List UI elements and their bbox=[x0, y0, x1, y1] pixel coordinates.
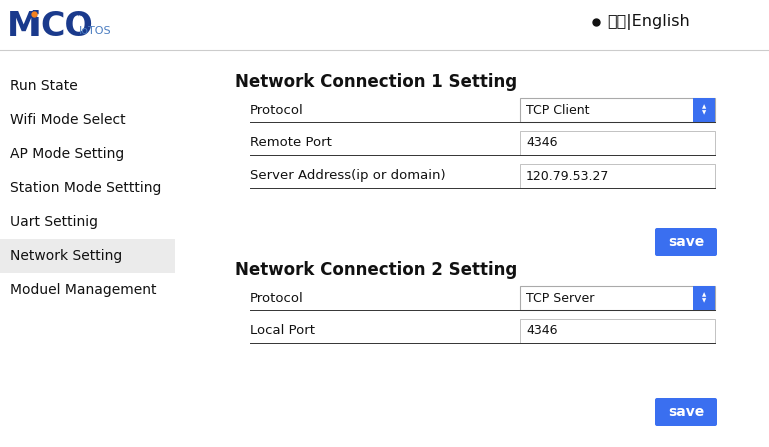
Text: TCP Client: TCP Client bbox=[526, 104, 590, 117]
FancyBboxPatch shape bbox=[655, 398, 717, 426]
Text: save: save bbox=[667, 405, 704, 419]
Text: CO: CO bbox=[40, 9, 93, 42]
Text: Station Mode Settting: Station Mode Settting bbox=[10, 181, 161, 195]
Text: Network Setting: Network Setting bbox=[10, 249, 122, 263]
Text: ™: ™ bbox=[76, 13, 85, 21]
Text: Protocol: Protocol bbox=[250, 104, 304, 117]
Bar bbox=[693, 286, 715, 310]
Text: 120.79.53.27: 120.79.53.27 bbox=[526, 169, 609, 182]
Bar bbox=[520, 286, 715, 310]
Text: i: i bbox=[29, 9, 41, 42]
Text: Network Connection 2 Setting: Network Connection 2 Setting bbox=[235, 261, 518, 279]
Text: Run State: Run State bbox=[10, 79, 78, 93]
Text: Remote Port: Remote Port bbox=[250, 136, 332, 149]
Text: Moduel Management: Moduel Management bbox=[10, 283, 157, 297]
Text: 4346: 4346 bbox=[526, 325, 558, 337]
Bar bbox=[520, 319, 715, 343]
Bar bbox=[520, 131, 715, 155]
Text: ▲: ▲ bbox=[702, 105, 706, 110]
Text: Uart Settinig: Uart Settinig bbox=[10, 215, 98, 229]
Text: Server Address(ip or domain): Server Address(ip or domain) bbox=[250, 169, 445, 182]
Text: IoTOS: IoTOS bbox=[79, 26, 112, 36]
Text: ▼: ▼ bbox=[702, 110, 706, 115]
Text: 中文|English: 中文|English bbox=[607, 14, 690, 30]
Text: AP Mode Setting: AP Mode Setting bbox=[10, 147, 125, 161]
Text: M: M bbox=[7, 9, 40, 42]
Bar bbox=[0, 239, 175, 273]
Text: ▼: ▼ bbox=[702, 299, 706, 304]
Text: Protocol: Protocol bbox=[250, 291, 304, 304]
FancyBboxPatch shape bbox=[655, 228, 717, 256]
Text: save: save bbox=[667, 235, 704, 249]
Text: TCP Server: TCP Server bbox=[526, 291, 594, 304]
Text: Network Connection 1 Setting: Network Connection 1 Setting bbox=[235, 73, 517, 91]
Text: Local Port: Local Port bbox=[250, 325, 315, 337]
Bar bbox=[520, 98, 715, 122]
Bar bbox=[693, 98, 715, 122]
Bar bbox=[520, 164, 715, 188]
Text: Wifi Mode Select: Wifi Mode Select bbox=[10, 113, 125, 127]
Text: 4346: 4346 bbox=[526, 136, 558, 149]
Text: ▲: ▲ bbox=[702, 292, 706, 298]
